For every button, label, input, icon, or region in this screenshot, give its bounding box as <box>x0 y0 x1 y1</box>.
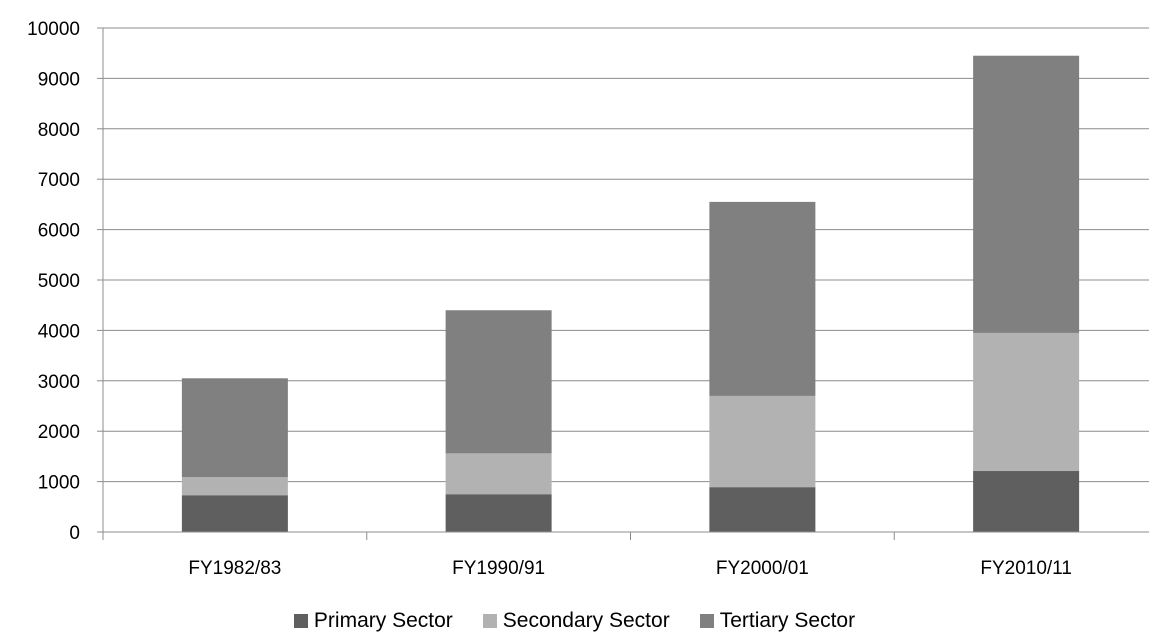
bar-tertiary-1 <box>182 378 288 477</box>
y-tick-label: 4000 <box>38 321 80 342</box>
y-tick-label: 9000 <box>38 69 80 90</box>
legend-swatch-primary <box>294 614 308 628</box>
legend-swatch-secondary <box>483 614 497 628</box>
bar-secondary-3 <box>709 396 815 487</box>
legend-swatch-tertiary <box>700 614 714 628</box>
bar-secondary-2 <box>446 453 552 494</box>
x-tick-label: FY2010/11 <box>980 558 1072 579</box>
y-tick-label: 1000 <box>38 473 80 494</box>
legend-label-secondary: Secondary Sector <box>503 609 670 633</box>
y-tick-label: 5000 <box>38 271 80 292</box>
legend: Primary Sector Secondary Sector Tertiary… <box>0 608 1149 633</box>
bar-secondary-4 <box>973 333 1079 471</box>
bars <box>182 56 1079 532</box>
y-axis-tick-labels: 0 1000 2000 3000 4000 5000 6000 7000 8000 9000 100… <box>27 19 80 544</box>
bar-primary-1 <box>182 495 288 532</box>
stacked-bar-chart: 0 1000 2000 3000 4000 5000 6000 7000 8000 9000 100… <box>0 0 1149 600</box>
bar-tertiary-2 <box>446 310 552 453</box>
x-tick-label: FY1990/91 <box>452 558 545 579</box>
legend-label-primary: Primary Sector <box>314 609 453 633</box>
y-tick-label: 7000 <box>38 170 80 191</box>
y-tick-label: 3000 <box>38 372 80 393</box>
y-tick-label: 8000 <box>38 120 80 141</box>
y-tick-label: 6000 <box>38 221 80 242</box>
bar-primary-4 <box>973 471 1079 532</box>
bar-secondary-1 <box>182 477 288 495</box>
bar-tertiary-4 <box>973 56 1079 333</box>
bar-primary-3 <box>709 487 815 532</box>
bar-tertiary-3 <box>709 202 815 396</box>
x-tick-label: FY1982/83 <box>188 558 281 579</box>
y-tick-label: 10000 <box>27 19 80 40</box>
x-tick-label: FY2000/01 <box>716 558 809 579</box>
y-tick-label: 2000 <box>38 422 80 443</box>
legend-item-primary: Primary Sector <box>294 609 453 633</box>
legend-item-tertiary: Tertiary Sector <box>700 609 855 633</box>
legend-label-tertiary: Tertiary Sector <box>720 609 855 633</box>
legend-item-secondary: Secondary Sector <box>483 609 670 633</box>
y-tick-label: 0 <box>69 523 80 544</box>
bar-primary-2 <box>446 494 552 532</box>
x-axis-tick-labels: FY1982/83 FY1990/91 FY2000/01 FY2010/11 <box>188 558 1072 579</box>
